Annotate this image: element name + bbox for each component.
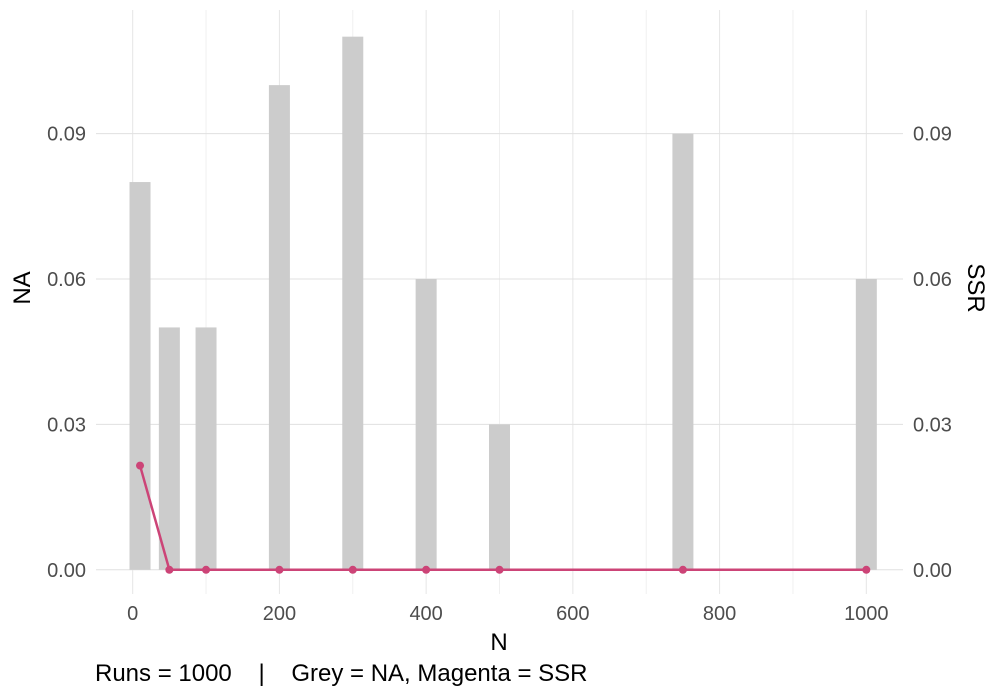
y2-tick-label: 0.00 [913,560,952,582]
y2-tick-label: 0.09 [913,124,952,146]
ssr-point [422,565,431,574]
bars [129,36,877,570]
bar [342,36,364,570]
y2-tick-label: 0.03 [913,414,952,436]
x-tick-label: 600 [556,603,589,625]
caption-legend: Grey = NA, Magenta = SSR [291,660,588,687]
y-tick-label: 0.06 [47,269,86,291]
bar [415,278,437,570]
x-tick-label: 1000 [844,603,889,625]
ssr-point [136,461,145,470]
caption-runs: Runs = 1000 [95,660,232,687]
y-axis-title: NA [9,271,36,304]
bar [158,327,180,570]
x-tick-label: 0 [127,603,138,625]
x-tick-label: 400 [409,603,442,625]
ssr-point [495,565,504,574]
chart-caption: Runs = 1000 | Grey = NA, Magenta = SSR [95,660,588,688]
y2-tick-labels: 0.00 0.03 0.06 0.09 [913,124,952,582]
y2-tick-label: 0.06 [913,269,952,291]
ssr-point [348,565,357,574]
bar [855,278,877,570]
bar [268,85,290,570]
ssr-point [862,565,871,574]
caption-separator: | [258,660,265,687]
ssr-point [165,565,174,574]
x-tick-label: 800 [703,603,736,625]
ssr-point [275,565,284,574]
ssr-point [678,565,687,574]
y-tick-label: 0.00 [47,560,86,582]
x-axis-title: N [490,629,507,656]
bar [672,133,694,570]
bar [489,424,510,570]
bar [195,327,217,570]
y-tick-labels: 0.00 0.03 0.06 0.09 [47,124,86,582]
bar [129,182,151,570]
y-tick-label: 0.09 [47,124,86,146]
x-tick-labels: 0 200 400 600 800 1000 [127,603,888,625]
ssr-point [202,565,211,574]
y2-axis-title: SSR [962,263,989,312]
x-tick-label: 200 [263,603,296,625]
ssr-series [136,461,871,574]
y-tick-label: 0.03 [47,414,86,436]
